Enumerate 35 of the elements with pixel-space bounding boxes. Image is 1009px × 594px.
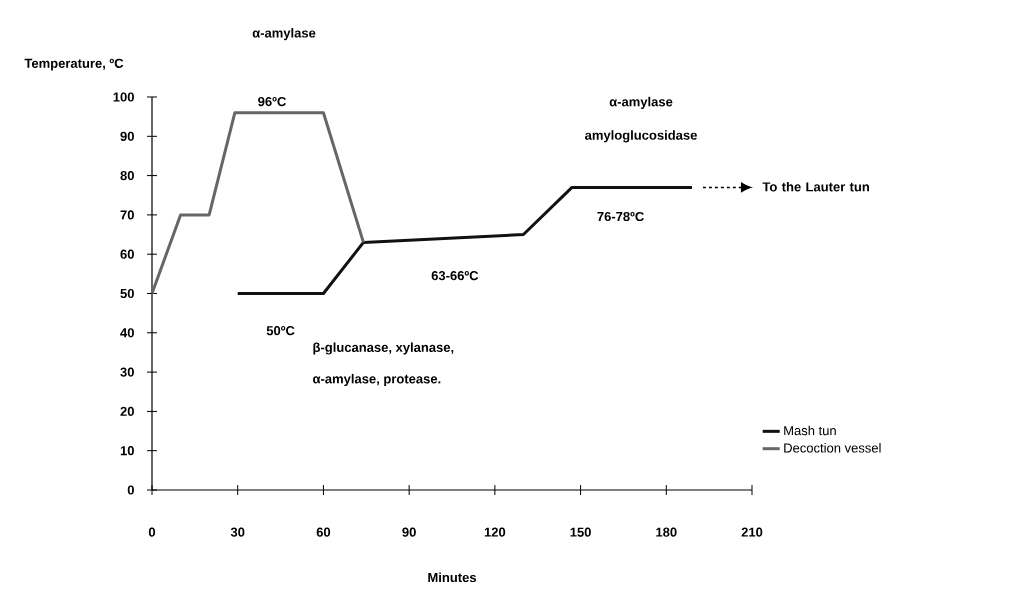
y-tick-label: 30 bbox=[120, 367, 134, 377]
y-tick-label: 90 bbox=[120, 131, 134, 141]
x-tick-label: 90 bbox=[402, 527, 416, 537]
y-tick-label: 0 bbox=[127, 485, 134, 495]
x-tick-label: 0 bbox=[148, 527, 156, 537]
legend-label: Decoction vessel bbox=[784, 443, 881, 453]
y-tick-label: 50 bbox=[120, 288, 134, 299]
annotation: amyloglucosidase bbox=[585, 130, 697, 143]
x-tick-label: 30 bbox=[230, 527, 245, 537]
annotation: α-amylase, protease. bbox=[313, 373, 441, 387]
line-series bbox=[236, 185, 694, 295]
x-tick-label: 150 bbox=[570, 527, 591, 537]
y-tick-label: 100 bbox=[113, 92, 134, 102]
y-tick-label: 80 bbox=[120, 170, 134, 181]
legend-label: Mash tun bbox=[784, 425, 836, 436]
y-tick-label: 60 bbox=[120, 249, 134, 259]
y-tick-label: 10 bbox=[120, 446, 134, 456]
line-series bbox=[150, 111, 365, 295]
annotation: 50ºC bbox=[266, 326, 295, 336]
annotation: 63-66ºC bbox=[431, 271, 479, 281]
annotation: α-amylase bbox=[609, 96, 673, 109]
x-tick-label: 210 bbox=[741, 527, 763, 537]
y-tick-label: 70 bbox=[120, 210, 134, 220]
text: To the Lauter tun bbox=[762, 181, 869, 192]
x-tick-label: 60 bbox=[316, 527, 331, 537]
annotation: 76-78ºC bbox=[597, 211, 644, 222]
text: α-amylase bbox=[252, 28, 316, 41]
annotation: 96ºC bbox=[258, 96, 286, 107]
y-tick-label: 20 bbox=[120, 406, 134, 416]
x-tick-label: 120 bbox=[484, 527, 506, 537]
x-axis-title: Minutes bbox=[428, 572, 477, 583]
annotation: β-glucanase, xylanase, bbox=[313, 342, 454, 355]
y-axis-title: Temperature, ºC bbox=[24, 58, 124, 71]
y-tick-label: 40 bbox=[120, 328, 134, 338]
x-tick-label: 180 bbox=[656, 527, 677, 537]
